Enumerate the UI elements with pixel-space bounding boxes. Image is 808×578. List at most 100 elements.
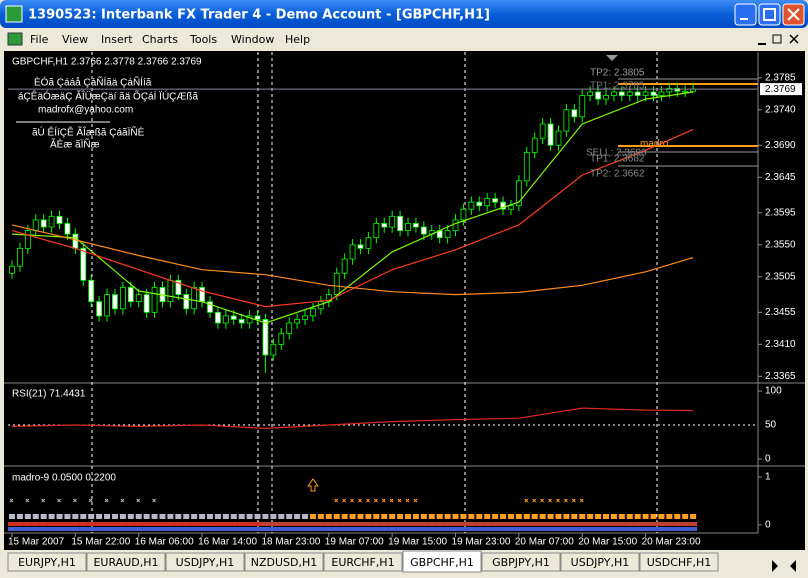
signal-cross — [73, 498, 77, 503]
candle-body — [373, 223, 380, 239]
signal-band — [55, 522, 64, 526]
y-tick-label: 2.3455 — [765, 307, 796, 318]
signal-band — [633, 527, 642, 531]
signal-band — [578, 527, 587, 531]
signal-block — [96, 514, 103, 519]
x-tick-label: 19 Mar 07:00 — [325, 537, 384, 548]
candle-body — [405, 223, 411, 231]
candle-body — [460, 208, 467, 221]
signal-band — [475, 522, 484, 526]
candle-body — [666, 88, 673, 93]
signal-block — [167, 514, 174, 519]
tab[interactable] — [86, 552, 166, 572]
tab[interactable] — [323, 552, 403, 572]
signal-cross — [136, 498, 141, 503]
signal-band — [63, 522, 72, 526]
tab-label: GBPJPY,H1 — [492, 556, 550, 569]
signal-band — [158, 522, 167, 526]
signal-block — [151, 514, 158, 519]
menu-item[interactable]: Tools — [189, 33, 217, 46]
signal-block — [286, 514, 293, 519]
tab[interactable] — [165, 552, 245, 572]
candle-body — [674, 88, 681, 92]
candle-body — [611, 91, 617, 96]
maximize-button[interactable] — [758, 3, 781, 26]
signal-band — [562, 522, 571, 526]
signal-band — [348, 522, 357, 526]
menu-item[interactable]: View — [62, 33, 88, 46]
tab[interactable] — [7, 552, 87, 572]
signal-block — [492, 514, 499, 519]
signal-block — [682, 514, 689, 519]
candle-body — [508, 205, 514, 210]
signal-band — [380, 522, 389, 526]
signal-band — [459, 522, 468, 526]
signal-band — [198, 527, 207, 531]
signal-block — [191, 514, 198, 519]
signal-block — [373, 514, 380, 519]
y-tick-label: 2.3740 — [765, 104, 796, 115]
signal-cross — [373, 498, 378, 503]
mdi-restore[interactable] — [772, 34, 782, 44]
signal-band — [277, 527, 286, 531]
signal-band — [372, 522, 381, 526]
signal-band — [55, 527, 64, 531]
menu-item[interactable]: Charts — [142, 33, 178, 46]
signal-band — [411, 522, 420, 526]
mdi-close[interactable] — [789, 34, 799, 44]
y-tick-label: 0 — [765, 454, 771, 465]
signal-cross — [571, 498, 576, 503]
signal-cross — [25, 498, 30, 503]
x-tick-label: 20 Mar 07:00 — [515, 537, 574, 548]
candle-body — [381, 223, 388, 228]
signal-arrow — [307, 478, 319, 492]
tab[interactable] — [560, 552, 640, 572]
signal-band — [443, 527, 452, 531]
menu-item[interactable]: Help — [285, 33, 310, 46]
mdi-buttons — [758, 34, 799, 45]
signal-block — [341, 514, 348, 519]
y-tick-label: 2.3785 — [765, 72, 796, 83]
y-tick-label: 0 — [765, 520, 771, 531]
signal-block — [460, 514, 467, 519]
tab-scroll[interactable] — [772, 560, 796, 572]
signal-band — [126, 522, 135, 526]
minimize-button[interactable] — [734, 3, 757, 26]
menu-item[interactable]: Insert — [101, 33, 133, 46]
menu-item[interactable]: Window — [231, 33, 274, 46]
menu-item[interactable]: File — [30, 33, 49, 46]
tab[interactable] — [402, 550, 482, 573]
signal-band — [562, 527, 571, 531]
signal-cross — [342, 498, 346, 503]
menu-bar — [0, 28, 808, 50]
candle-body — [587, 91, 594, 96]
signal-block — [531, 514, 538, 519]
signal-band — [388, 522, 397, 526]
y-tick-label: 50 — [765, 420, 777, 431]
candle-body — [484, 198, 491, 207]
signal-band — [87, 522, 96, 526]
signal-band — [578, 522, 587, 526]
panel-title: madro-9 0.0500 0.2200 — [12, 473, 116, 484]
signal-block — [412, 514, 419, 519]
tab[interactable] — [244, 552, 324, 572]
chart-title: GBPCHF,H1 2.3766 2.3778 2.3766 2.3769 — [12, 57, 202, 68]
candle-body — [468, 201, 475, 210]
signal-block — [333, 514, 340, 519]
signal-band — [617, 527, 626, 531]
candle-body — [365, 237, 372, 249]
candle-body — [32, 219, 39, 231]
tab[interactable] — [481, 552, 561, 572]
signal-block — [199, 514, 206, 519]
tab-label: EURJPY,H1 — [18, 556, 76, 569]
candle-body — [571, 109, 578, 118]
signal-block — [262, 514, 269, 519]
shift-marker — [606, 55, 618, 61]
tab[interactable] — [639, 552, 719, 572]
signal-band — [301, 527, 310, 531]
signal-block — [658, 514, 665, 519]
signal-block — [579, 514, 586, 519]
signal-band — [134, 527, 143, 531]
candle-body — [127, 287, 134, 303]
